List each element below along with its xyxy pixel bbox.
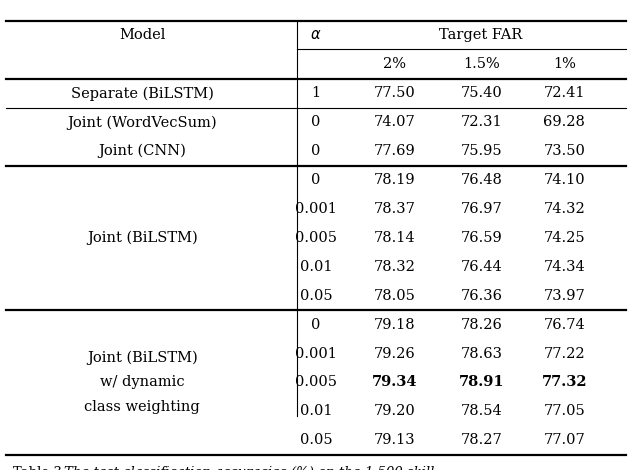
Text: 0.05: 0.05 [300, 433, 332, 447]
Text: 78.05: 78.05 [374, 289, 416, 303]
Text: 77.05: 77.05 [544, 404, 585, 418]
Text: 1: 1 [312, 86, 320, 101]
Text: 0: 0 [312, 144, 320, 158]
Text: 78.63: 78.63 [461, 346, 502, 360]
Text: 78.14: 78.14 [374, 231, 416, 245]
Text: 75.95: 75.95 [461, 144, 502, 158]
Text: 76.59: 76.59 [461, 231, 502, 245]
Text: 78.37: 78.37 [374, 202, 416, 216]
Text: Target FAR: Target FAR [439, 28, 522, 42]
Text: 0: 0 [312, 115, 320, 129]
Text: 0.01: 0.01 [300, 260, 332, 274]
Text: 77.69: 77.69 [374, 144, 416, 158]
Text: class weighting: class weighting [84, 400, 200, 414]
Text: 0.05: 0.05 [300, 289, 332, 303]
Text: 0: 0 [312, 173, 320, 187]
Text: 79.18: 79.18 [374, 318, 416, 332]
Text: 73.97: 73.97 [544, 289, 585, 303]
Text: Model: Model [119, 28, 166, 42]
Text: 2%: 2% [384, 57, 406, 71]
Text: 77.07: 77.07 [544, 433, 585, 447]
Text: Joint (BiLSTM): Joint (BiLSTM) [87, 351, 198, 365]
Text: 79.20: 79.20 [374, 404, 416, 418]
Text: 78.91: 78.91 [459, 376, 504, 390]
Text: 0.005: 0.005 [295, 231, 337, 245]
Text: 78.27: 78.27 [461, 433, 502, 447]
Text: 72.41: 72.41 [544, 86, 585, 101]
Text: $\alpha$: $\alpha$ [310, 28, 322, 42]
Text: The test classification accuracies (%) on the 1,500 skill: The test classification accuracies (%) o… [64, 466, 435, 470]
Text: Joint (BiLSTM): Joint (BiLSTM) [87, 231, 198, 245]
Text: 0.005: 0.005 [295, 376, 337, 390]
Text: 79.13: 79.13 [374, 433, 416, 447]
Text: Table 3:: Table 3: [13, 466, 70, 470]
Text: 76.97: 76.97 [461, 202, 502, 216]
Text: 1.5%: 1.5% [463, 57, 500, 71]
Text: 77.50: 77.50 [374, 86, 416, 101]
Text: 76.74: 76.74 [544, 318, 585, 332]
Text: 72.31: 72.31 [461, 115, 502, 129]
Text: 0.01: 0.01 [300, 404, 332, 418]
Text: 76.36: 76.36 [461, 289, 502, 303]
Text: Joint (CNN): Joint (CNN) [98, 144, 186, 158]
Text: 0: 0 [312, 318, 320, 332]
Text: 77.22: 77.22 [544, 346, 585, 360]
Text: 76.48: 76.48 [461, 173, 502, 187]
Text: 74.34: 74.34 [544, 260, 585, 274]
Text: 73.50: 73.50 [544, 144, 585, 158]
Text: 79.34: 79.34 [372, 376, 418, 390]
Text: 74.32: 74.32 [544, 202, 585, 216]
Text: 76.44: 76.44 [461, 260, 502, 274]
Text: 77.32: 77.32 [542, 376, 587, 390]
Text: w/ dynamic: w/ dynamic [100, 376, 185, 390]
Text: 69.28: 69.28 [544, 115, 585, 129]
Text: 1%: 1% [553, 57, 576, 71]
Text: 0.001: 0.001 [295, 346, 337, 360]
Text: 0.001: 0.001 [295, 202, 337, 216]
Text: 78.19: 78.19 [374, 173, 416, 187]
Text: 79.26: 79.26 [374, 346, 416, 360]
Text: 78.32: 78.32 [374, 260, 416, 274]
Text: 74.10: 74.10 [544, 173, 585, 187]
Text: 78.54: 78.54 [461, 404, 502, 418]
Text: Joint (WordVecSum): Joint (WordVecSum) [68, 115, 217, 130]
Text: 74.07: 74.07 [374, 115, 416, 129]
Text: Separate (BiLSTM): Separate (BiLSTM) [71, 86, 214, 101]
Text: 75.40: 75.40 [461, 86, 502, 101]
Text: 74.25: 74.25 [544, 231, 585, 245]
Text: 78.26: 78.26 [461, 318, 502, 332]
